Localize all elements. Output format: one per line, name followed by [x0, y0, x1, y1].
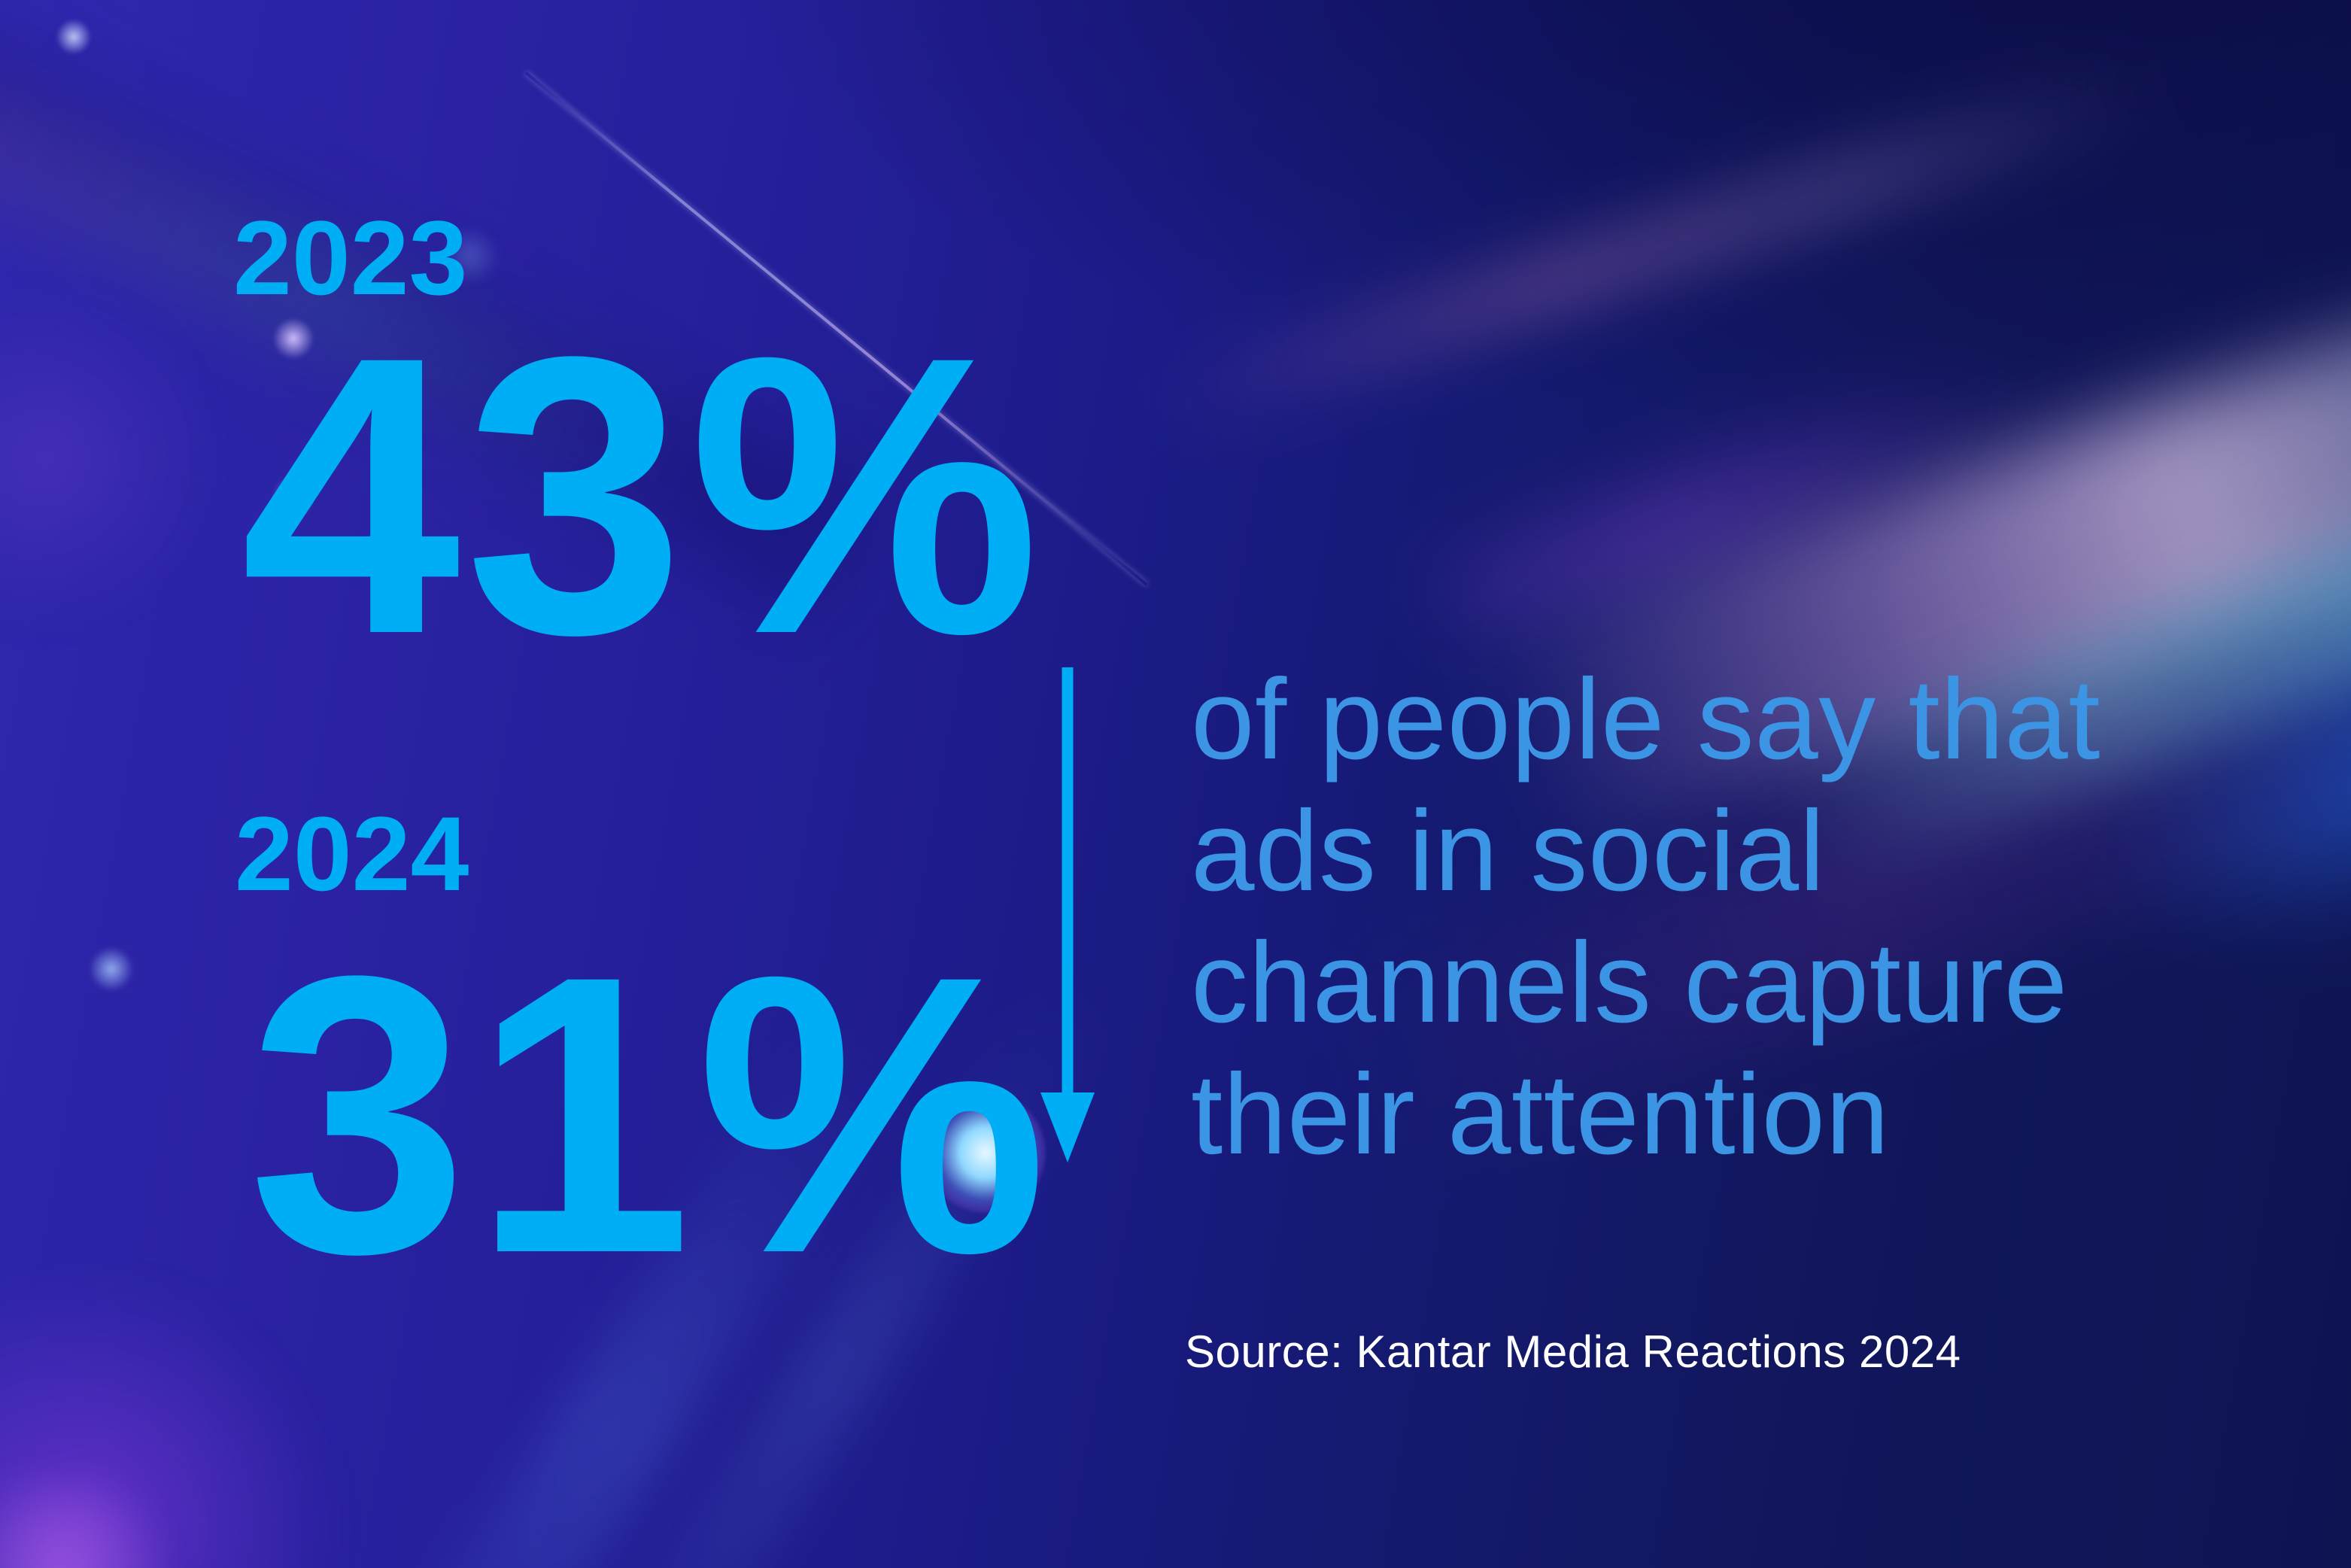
light-streak-pink [1142, 50, 2168, 447]
bokeh-dot [89, 947, 134, 992]
description-line-1: of people say that [1191, 655, 2100, 783]
light-streak-purple [1426, 337, 2035, 664]
description-line-4: their attention [1191, 1050, 1890, 1178]
down-arrow-icon [1040, 667, 1095, 1162]
description-text: of people say that ads in social channel… [1191, 654, 2100, 1181]
magenta-glow-bottom-left [0, 1475, 188, 1568]
light-streak-blue-right-edge [2059, 542, 2351, 1007]
description-line-2: ads in social [1191, 787, 1825, 915]
source-attribution: Source: Kantar Media Reactions 2024 [1185, 1326, 1961, 1377]
stat-year-2024-label: 2024 [235, 795, 469, 913]
bokeh-dot [56, 19, 92, 55]
stat-value-2024: 31% [248, 895, 1052, 1336]
purple-glow-left-edge [0, 286, 203, 632]
description-line-3: channels capture [1191, 919, 2068, 1047]
stat-value-2023: 43% [241, 275, 1045, 716]
stat-year-2023-label: 2023 [233, 199, 468, 317]
